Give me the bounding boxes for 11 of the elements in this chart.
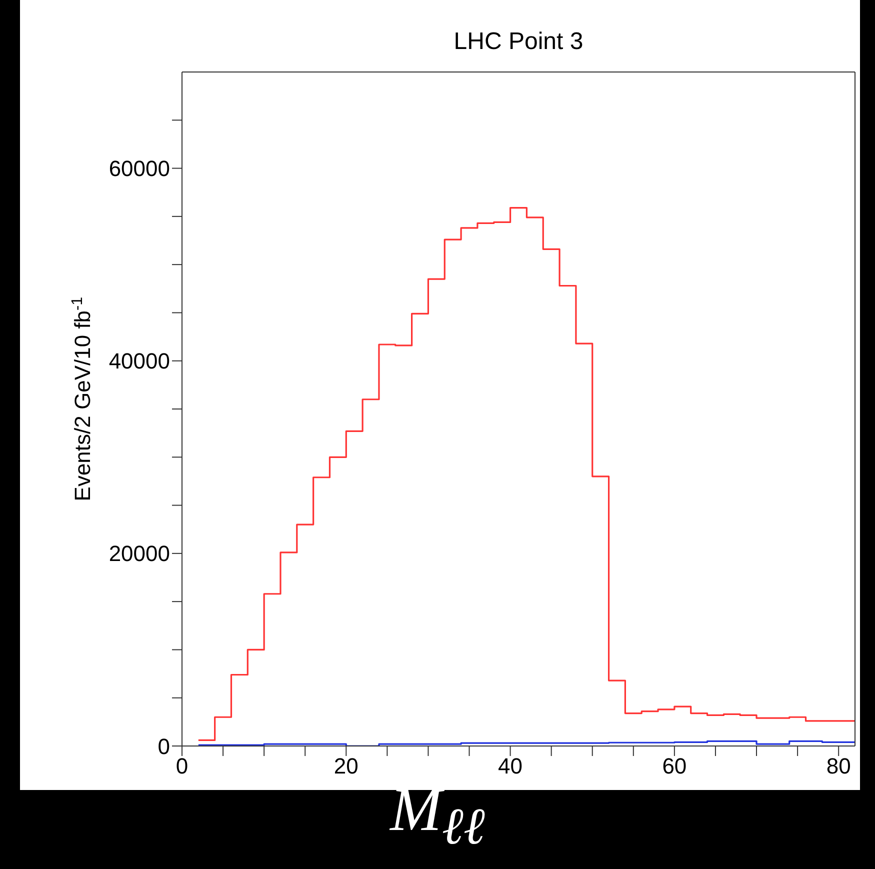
y-tick-label: 20000 [108, 541, 170, 566]
x-tick-label: 60 [662, 754, 687, 779]
y-tick-label: 40000 [108, 348, 170, 374]
x-axis-title: M$_{ℓℓ}$ [390, 776, 485, 856]
chart-title: LHC Point 3 [452, 28, 584, 56]
x-tick-label: 40 [498, 754, 523, 779]
x-tick-label: 20 [334, 754, 358, 779]
x-tick-label: 0 [176, 754, 188, 779]
y-tick-label: 0 [158, 734, 170, 759]
y-tick-label: 60000 [108, 156, 170, 182]
x-tick-label: 80 [826, 754, 851, 779]
